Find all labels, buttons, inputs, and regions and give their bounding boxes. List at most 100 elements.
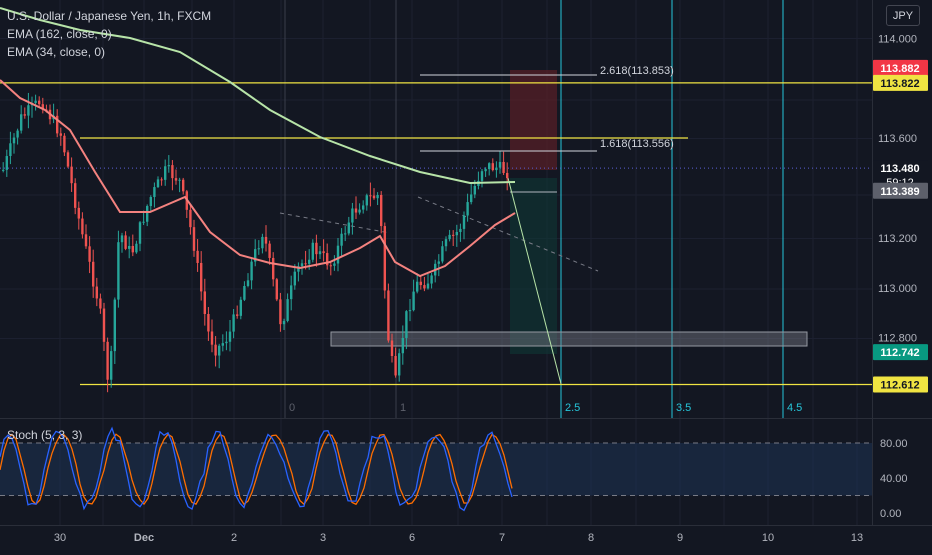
candle [365, 195, 368, 206]
candle [286, 299, 289, 321]
candle [128, 245, 131, 249]
candle [250, 261, 253, 281]
candle [333, 263, 336, 266]
candle [23, 114, 26, 116]
price-axis-tick: 113.000 [878, 283, 917, 295]
candle [502, 161, 505, 173]
candle [246, 280, 250, 286]
candle [254, 249, 257, 262]
candle [315, 242, 318, 255]
price-tag [873, 59, 928, 76]
candle [412, 291, 415, 311]
candle [261, 236, 264, 249]
candle [167, 165, 170, 167]
candle [419, 281, 422, 286]
candle [214, 344, 217, 356]
candle [207, 313, 210, 332]
candle [444, 239, 448, 247]
stoch-band-fill [0, 443, 872, 496]
time-axis-tick: 2 [231, 532, 237, 544]
candle [189, 209, 192, 228]
projection-line [507, 177, 562, 385]
price-tag [873, 160, 928, 191]
candle [405, 311, 408, 338]
candle [362, 205, 365, 210]
candle [347, 222, 350, 234]
candle [203, 291, 206, 314]
time-axis-tick: 10 [762, 532, 774, 544]
candle [351, 208, 354, 223]
candle [99, 298, 102, 309]
candle [131, 245, 134, 253]
candle [178, 179, 181, 181]
candle [279, 299, 282, 325]
candle [398, 353, 401, 376]
candle [311, 242, 314, 260]
candle [38, 100, 41, 105]
candle [59, 133, 62, 136]
candle [293, 271, 296, 286]
candle [124, 235, 127, 249]
ema-34-line [0, 79, 516, 278]
candle [210, 331, 214, 345]
time-axis-tick: 7 [499, 532, 505, 544]
candle [120, 235, 124, 243]
stoch-axis-tick: 80.00 [880, 438, 908, 450]
candle [383, 226, 386, 291]
candle [20, 114, 23, 131]
fib-time-label: 3.5 [676, 402, 691, 414]
candle [326, 253, 329, 266]
candle [41, 104, 44, 110]
price-tag-label: 113.389 [880, 186, 919, 198]
candle [106, 341, 109, 380]
candle [84, 234, 88, 247]
candle [182, 179, 185, 192]
candle [470, 194, 473, 203]
ema-162-legend[interactable]: EMA (162, close, 0) [7, 27, 112, 41]
price-tag-label: 112.612 [880, 380, 919, 392]
fib-ext-label-1618: 1.618(113.556) [600, 138, 674, 150]
candle [239, 299, 242, 316]
candle [110, 351, 113, 380]
candle [16, 130, 19, 138]
candle [218, 345, 221, 356]
candle [308, 259, 311, 264]
trend-line-dashed [417, 196, 599, 272]
candle [236, 314, 239, 316]
candle [192, 227, 196, 251]
candle [228, 331, 232, 342]
candle [473, 185, 476, 195]
candle [81, 218, 84, 235]
candle [300, 263, 304, 267]
fib-time-label: 0 [289, 402, 295, 414]
candle [153, 187, 156, 198]
candle [282, 320, 286, 325]
price-axis-tick: 113.200 [878, 233, 917, 245]
fib-time-label: 4.5 [787, 402, 802, 414]
currency-button[interactable]: JPY [886, 5, 920, 26]
candle [70, 166, 73, 184]
time-axis-tick: 3 [320, 532, 326, 544]
candle [196, 250, 199, 263]
candle [387, 290, 390, 341]
stochastic-legend[interactable]: Stoch (5, 3, 3) [7, 428, 83, 442]
candle [297, 266, 300, 272]
candle [77, 207, 80, 219]
candle [174, 178, 178, 181]
ema-162-line [0, 7, 516, 185]
candle [369, 195, 372, 197]
candle [408, 310, 412, 312]
trend-line-dashed [279, 212, 391, 234]
time-axis-tick: Dec [134, 532, 154, 544]
candle [437, 261, 440, 264]
candle [340, 233, 343, 246]
candle [66, 152, 70, 167]
candle [358, 209, 361, 213]
ema-34-legend[interactable]: EMA (34, close, 0) [7, 45, 106, 59]
candle [95, 286, 98, 299]
time-axis-tick: 6 [409, 532, 415, 544]
candle [441, 246, 444, 262]
candle [318, 251, 322, 255]
